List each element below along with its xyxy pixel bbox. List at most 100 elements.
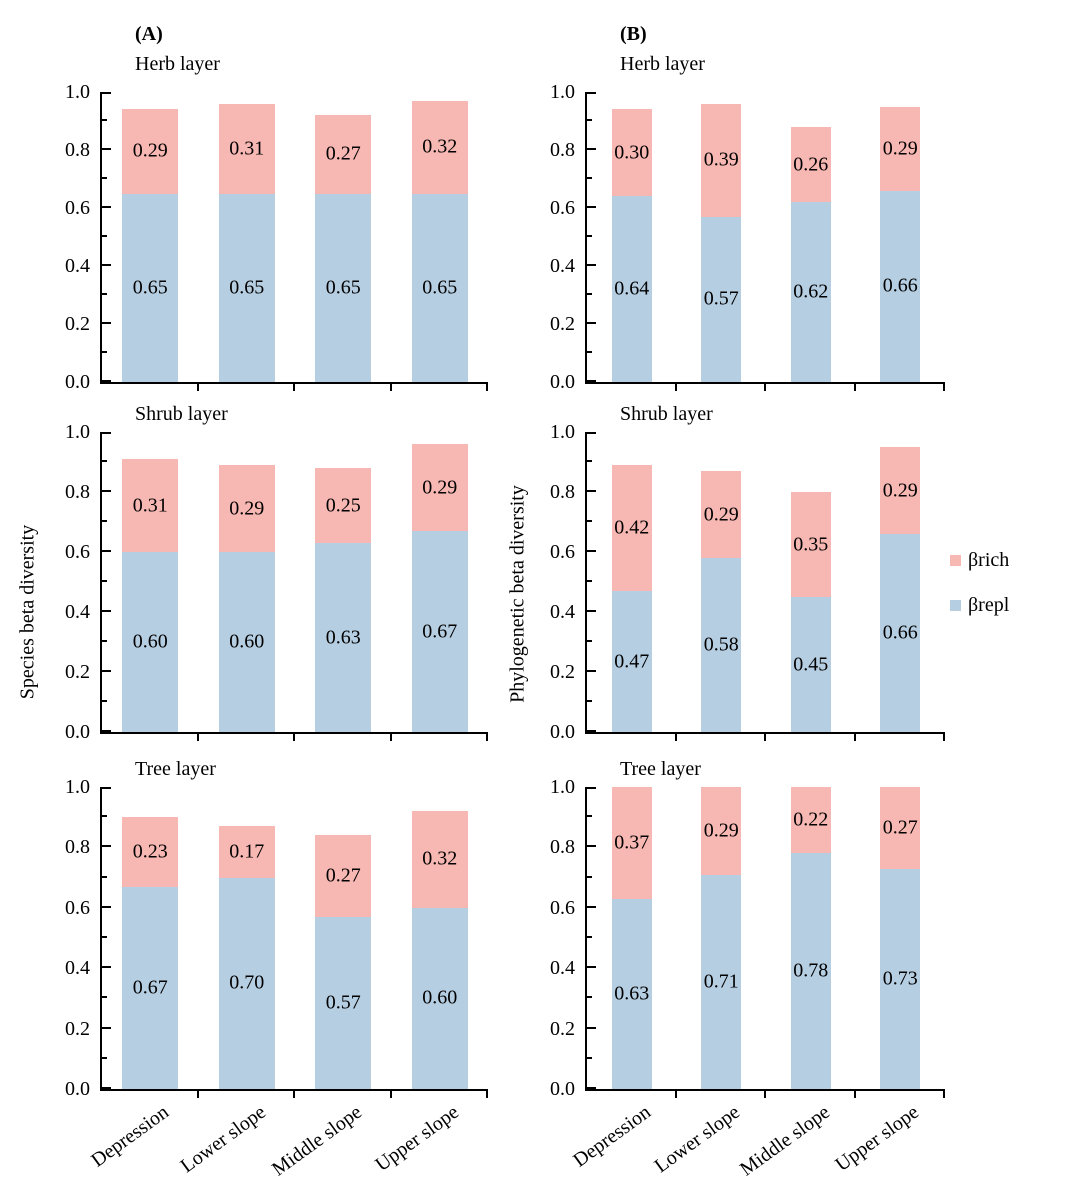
y-tick-label: 1.0	[550, 776, 575, 798]
y-minor-tick	[587, 293, 592, 295]
y-minor-tick	[587, 700, 592, 702]
y-tick-label: 1.0	[65, 421, 90, 443]
y-minor-tick	[102, 293, 107, 295]
y-tick-label: 0.0	[65, 1078, 90, 1100]
bar-value-label: 0.29	[229, 497, 265, 519]
y-major-tick	[587, 845, 596, 848]
bar-value-label: 0.35	[793, 533, 829, 555]
y-minor-tick	[102, 1056, 107, 1059]
y-major-tick	[102, 966, 111, 969]
bar-segment-brepl	[701, 216, 742, 382]
x-tick	[293, 1089, 295, 1098]
y-tick-label: 0.6	[550, 541, 575, 563]
bar-value-label: 0.32	[422, 135, 458, 158]
y-tick-label: 0.2	[550, 313, 575, 335]
bar-value-label: 0.29	[882, 137, 918, 160]
bar-value-label: 0.29	[703, 503, 739, 525]
bar-segment-brich	[315, 115, 372, 194]
legend-label-brepl: βrepl	[968, 594, 1010, 616]
panel-title: Tree layer	[620, 758, 701, 780]
x-tick	[389, 382, 392, 391]
y-minor-tick	[587, 177, 592, 179]
bar-segment-brich	[611, 787, 652, 899]
y-major-tick	[102, 92, 111, 94]
y-major-tick	[102, 148, 111, 150]
bar-value-label: 0.67	[132, 976, 168, 999]
bar-segment-brepl	[790, 202, 831, 382]
y-tick-label: 0.4	[65, 957, 90, 980]
bar-segment-brepl	[880, 534, 921, 732]
panel-b-herb-layer: (B) Herb layer 0.0 0.2 0.4 0.6 0.8 1.0 0.64 0.30 0…	[550, 23, 945, 393]
panel-a-herb-layer: (A) Herb layer 0.0 0.2 0.4 0.6 0.8 1.0 0.65 0.29 0…	[65, 23, 488, 393]
y-tick-label: 0.0	[65, 371, 90, 393]
y-major-tick	[102, 670, 111, 672]
y-tick-label: 1.0	[65, 81, 90, 103]
bar-segment-brepl	[411, 193, 468, 382]
bar-value-label: 0.47	[614, 650, 650, 672]
y-major-tick	[102, 905, 111, 908]
y-major-tick	[102, 610, 111, 612]
panel-title: Herb layer	[135, 53, 220, 75]
bar-value-label: 0.65	[422, 276, 458, 299]
x-tick	[943, 732, 945, 741]
y-minor-tick	[587, 235, 592, 237]
y-minor-tick	[102, 177, 107, 179]
bar-value-label: 0.58	[703, 633, 739, 656]
y-tick-label: 1.0	[550, 81, 575, 103]
panel-a-tree-layer: Tree layer 0.0 0.2 0.4 0.6 0.8 1.0 0.67 0.23 Depr…	[65, 758, 488, 1181]
y-major-tick	[587, 966, 596, 969]
bar-value-label: 0.22	[793, 808, 829, 831]
x-tick	[764, 382, 766, 391]
x-tick	[196, 1089, 199, 1098]
bar-segment-brich	[122, 459, 179, 552]
bar-value-label: 0.45	[793, 653, 829, 675]
y-minor-tick	[102, 460, 107, 462]
y-tick-label: 0.2	[550, 1017, 575, 1040]
bar-segment-brich	[411, 811, 468, 908]
y-tick-label: 0.8	[550, 836, 575, 859]
y-tick-label: 1.0	[550, 421, 575, 443]
bar-segment-brich	[790, 787, 831, 854]
y-major-tick	[102, 730, 111, 732]
bar-value-label: 0.65	[132, 276, 168, 299]
x-tick	[943, 1089, 945, 1098]
bar-segment-brepl	[701, 874, 742, 1089]
bar-segment-brepl	[790, 597, 831, 732]
bar-segment-brepl	[122, 552, 179, 732]
y-major-tick	[102, 322, 111, 324]
y-minor-tick	[102, 640, 107, 642]
y-major-tick	[102, 432, 111, 434]
bar-segment-brepl	[611, 898, 652, 1089]
y-minor-tick	[102, 119, 107, 121]
legend-label-brich: βrich	[968, 549, 1010, 571]
y-minor-tick	[102, 996, 107, 999]
y-minor-tick	[587, 815, 592, 818]
bar-value-label: 0.63	[325, 626, 361, 648]
y-minor-tick	[587, 640, 592, 642]
bar-segment-brich	[122, 109, 179, 194]
y-minor-tick	[587, 875, 592, 878]
y-minor-tick	[587, 996, 592, 999]
y-tick-label: 0.8	[550, 139, 575, 161]
y-major-tick	[587, 490, 596, 492]
bar-segment-brepl	[315, 916, 372, 1089]
panel-title: Tree layer	[135, 758, 216, 780]
bar-value-label: 0.30	[614, 141, 650, 164]
y-major-tick	[587, 206, 596, 208]
bar-value-label: 0.27	[325, 142, 361, 165]
bar-value-label: 0.31	[229, 137, 265, 160]
y-minor-tick	[102, 815, 107, 818]
y-major-tick	[587, 92, 596, 94]
bar-segment-brepl	[122, 193, 179, 382]
y-tick-label: 0.6	[550, 896, 575, 919]
y-major-tick	[587, 550, 596, 552]
y-tick-label: 0.2	[65, 313, 90, 335]
bar-value-label: 0.67	[422, 620, 458, 642]
y-minor-tick	[587, 520, 592, 522]
y-major-tick	[102, 550, 111, 552]
y-major-tick	[587, 322, 596, 324]
bar-value-label: 0.27	[325, 864, 361, 887]
y-major-tick	[587, 1087, 596, 1089]
bar-value-label: 0.57	[325, 991, 361, 1014]
